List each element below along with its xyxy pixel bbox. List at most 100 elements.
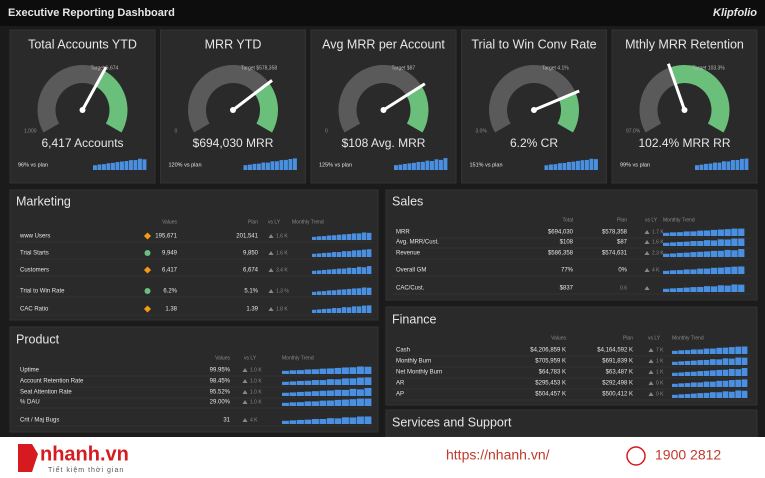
section-title: Sales: [392, 194, 423, 208]
trend-bar: [731, 238, 738, 246]
trend-bar: [741, 390, 748, 398]
trend-bar: [731, 228, 738, 236]
cell: $705,959 K: [535, 359, 566, 365]
trend-indicator: [268, 268, 274, 272]
trend-indicator: [644, 240, 650, 244]
trend-bar: [243, 165, 248, 170]
trend-bar: [334, 367, 342, 374]
trend-bar: [362, 287, 367, 295]
panel: [9, 326, 379, 433]
panel: [310, 29, 457, 184]
gauge-needle: [232, 79, 273, 112]
cell: 1.6 K: [276, 250, 288, 256]
trend-bar: [334, 399, 342, 406]
trend-bar: [738, 249, 745, 257]
trend-bar: [317, 291, 322, 295]
trend-bar: [741, 346, 748, 354]
trend-bar: [710, 359, 716, 365]
trend-bar: [724, 249, 731, 257]
trend-bar: [319, 380, 327, 385]
cell: $4,164,592 K: [597, 348, 633, 354]
cell: 0 K: [656, 391, 664, 397]
column-header: Monthly Trend: [663, 217, 695, 223]
trend-bar: [722, 161, 726, 170]
cell: 195,671: [155, 234, 177, 240]
gauge-needle: [666, 63, 686, 111]
trend-bar: [342, 268, 347, 274]
trend-indicator: [648, 392, 654, 396]
trend-bar: [697, 241, 704, 246]
trend-bar: [690, 252, 697, 257]
column-header: vs LY: [268, 219, 281, 225]
trend-bar: [289, 402, 297, 406]
trend-bar: [367, 305, 372, 313]
kpi-value: $694,030 MRR: [193, 136, 274, 150]
kpi-footer: 96% vs plan: [18, 162, 48, 168]
trend-bar: [357, 266, 362, 274]
cell: 1.0 K: [250, 399, 262, 405]
gauge-needle: [533, 89, 580, 112]
trend-bar: [713, 162, 717, 170]
cell: 9,850: [243, 251, 259, 257]
trend-bar: [567, 161, 571, 170]
trend-bar: [289, 381, 297, 385]
trend-bar: [738, 238, 745, 246]
trend-bar: [312, 236, 317, 240]
trend-indicator: [242, 368, 248, 372]
trend-bar: [717, 250, 724, 257]
trend-bar: [398, 164, 403, 170]
trend-bar: [710, 348, 716, 354]
cell: 1.6 K: [652, 239, 664, 245]
trend-bar: [704, 251, 711, 257]
kpi-footer: 120% vs plan: [169, 162, 202, 168]
trend-bar: [703, 359, 710, 365]
trend-bar: [704, 268, 711, 274]
cell: 6,417: [162, 268, 178, 274]
panel: [9, 29, 156, 184]
trend-bar: [697, 349, 704, 354]
trend-bar: [678, 350, 685, 354]
trend-bar: [663, 232, 670, 236]
trend-bar: [594, 159, 598, 170]
trend-bar: [362, 249, 367, 257]
trend-indicator: [644, 251, 650, 255]
trend-bar: [248, 164, 252, 170]
logo-icon: [18, 444, 38, 472]
trend-indicator: [648, 348, 654, 352]
trend-bar: [710, 267, 718, 274]
trend-bar: [683, 241, 690, 246]
gauge-min: 0: [325, 128, 328, 134]
gauge-hub: [230, 107, 236, 113]
trend-bar: [704, 240, 711, 246]
trend-bar: [722, 391, 729, 398]
panel: [160, 29, 306, 184]
trend-bar: [731, 266, 738, 274]
gauge-band: [254, 82, 278, 133]
trend-bar: [142, 159, 147, 170]
trend-bar: [327, 379, 334, 385]
cell: 31: [223, 418, 230, 424]
trend-bar: [416, 161, 421, 170]
trend-bar: [729, 358, 735, 365]
trend-bar: [304, 419, 312, 424]
trend-bar: [362, 267, 367, 274]
trend-bar: [367, 287, 372, 295]
column-header: Monthly Trend: [292, 219, 324, 225]
trend-bar: [697, 393, 704, 398]
cell: 5.1%: [244, 289, 258, 295]
kpi-footer: 125% vs plan: [319, 162, 352, 168]
cell: $63,487 K: [606, 370, 633, 376]
trend-bar: [722, 380, 729, 387]
trend-bar: [729, 380, 735, 387]
gauge-hub: [531, 107, 537, 113]
trend-bar: [102, 164, 106, 170]
trend-bar: [716, 369, 723, 376]
header-bar: [0, 0, 765, 26]
cell: Seat Attention Rate: [20, 390, 72, 396]
trend-bar: [275, 161, 279, 170]
trend-bar: [93, 165, 97, 170]
trend-bar: [726, 161, 731, 170]
trend-bar: [735, 346, 742, 354]
trend-bar: [337, 289, 342, 295]
trend-bar: [684, 350, 691, 354]
